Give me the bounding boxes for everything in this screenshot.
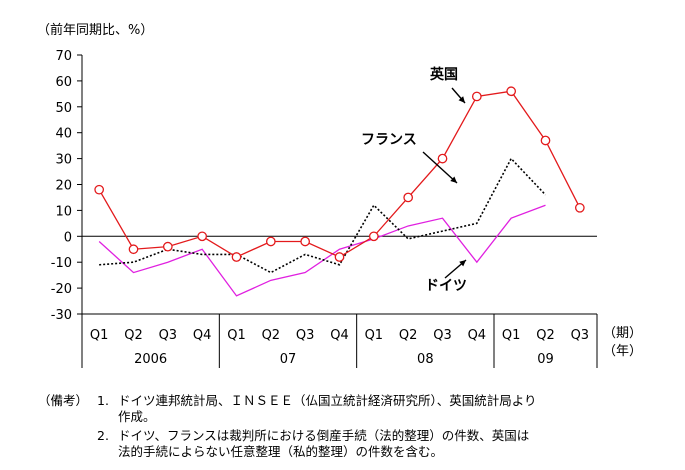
x-tick-label: Q1 <box>365 328 384 343</box>
note-2-line-1: ドイツ、フランスは裁判所における倒産手続（法的整理）の件数、英国は <box>118 428 530 443</box>
note-1-line-2: 作成。 <box>118 409 156 424</box>
y-tick-label: 50 <box>55 101 72 116</box>
data-point-uk <box>403 192 414 203</box>
data-point-uk <box>334 252 345 262</box>
x-tick-label: Q3 <box>159 328 178 343</box>
label-arrow <box>422 151 458 184</box>
series-label: 英国 <box>429 66 458 83</box>
x-tick-label: Q2 <box>124 328 143 343</box>
year-label: 08 <box>417 352 434 367</box>
data-point-uk <box>368 231 379 242</box>
y-tick-label: 20 <box>55 179 72 194</box>
data-point-uk <box>574 202 585 213</box>
axes-layer: -30 -20 -10 0 10 20 30 40 50 60 70 2006 07 08 09 Q1 Q2 Q3… <box>51 49 642 368</box>
x-tick-label: Q2 <box>536 328 555 343</box>
year-label: 09 <box>537 352 554 367</box>
x-tick-label: Q4 <box>193 328 212 343</box>
year-label: 2006 <box>134 352 167 367</box>
x-axis-year-unit: （年） <box>603 344 642 359</box>
year-label: 07 <box>280 352 297 367</box>
y-tick-label: 60 <box>55 75 72 90</box>
data-point-uk <box>197 231 208 242</box>
note-1-number: 1. <box>97 393 109 408</box>
note-2-line-2: 法的手続によらない任意整理（私的整理）の件数を含む。 <box>118 444 444 459</box>
x-axis-period-unit: （期） <box>603 326 642 341</box>
x-tick-label: Q3 <box>571 328 590 343</box>
series-label: ドイツ <box>425 278 467 294</box>
y-tick-label: -30 <box>51 308 72 323</box>
y-tick-label: -20 <box>51 282 72 297</box>
data-point-uk <box>437 153 448 164</box>
y-axis-unit-label: （前年同期比、%） <box>37 22 153 38</box>
x-tick-label: Q1 <box>227 328 246 343</box>
series-line-0 <box>98 90 581 258</box>
y-tick-label: 70 <box>55 49 72 64</box>
x-tick-label: Q2 <box>262 328 281 343</box>
data-point-uk <box>128 244 139 255</box>
y-tick-label: 0 <box>64 230 72 245</box>
series-line-2 <box>98 204 546 297</box>
series-label: フランス <box>361 132 417 148</box>
arrow-head <box>459 260 466 267</box>
y-tick-label: 40 <box>55 127 72 142</box>
y-tick-label: -10 <box>51 256 72 271</box>
data-point-uk <box>162 241 173 252</box>
data-point-uk <box>231 252 242 262</box>
note-1-line-1: ドイツ連邦統計局、ＩＮＳＥＥ（仏国立統計経済研究所）、英国統計局より <box>118 393 537 408</box>
data-point-uk <box>265 236 276 247</box>
y-tick-label: 10 <box>55 204 72 219</box>
arrow-head <box>450 176 457 183</box>
arrow-head <box>458 96 465 103</box>
x-tick-label: Q4 <box>330 328 349 343</box>
x-tick-label: Q3 <box>433 328 452 343</box>
data-point-uk <box>94 184 105 195</box>
x-tick-label: Q2 <box>399 328 418 343</box>
data-point-uk <box>300 236 311 247</box>
series-layer <box>94 86 585 297</box>
data-point-uk <box>506 86 517 97</box>
notes-label: （備考） <box>38 393 89 408</box>
x-tick-label: Q1 <box>502 328 521 343</box>
line-chart: （前年同期比、%） -30 -20 -10 0 10 20 30 40 50 60 70 2006 07… <box>37 22 642 368</box>
data-point-uk <box>540 135 551 146</box>
series-line-1 <box>99 157 547 274</box>
x-tick-label: Q4 <box>468 328 487 343</box>
y-tick-label: 30 <box>55 153 72 168</box>
x-tick-label: Q1 <box>90 328 109 343</box>
data-point-uk <box>471 91 482 102</box>
note-2-number: 2. <box>97 428 109 443</box>
x-tick-label: Q3 <box>296 328 315 343</box>
